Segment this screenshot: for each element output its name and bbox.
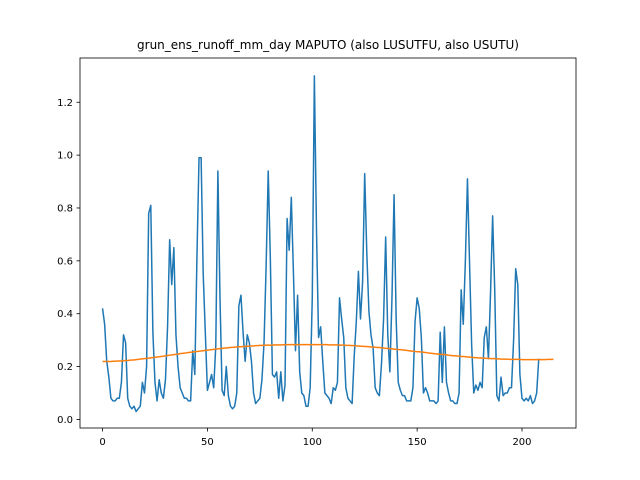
chart-title: grun_ens_runoff_mm_day MAPUTO (also LUSU…: [137, 38, 519, 52]
plot-area: [79, 57, 577, 429]
x-tick-label: 50: [201, 437, 214, 448]
y-tick-label: 0.2: [57, 362, 73, 373]
y-tick-label: 0.6: [57, 256, 73, 267]
x-tick-label: 200: [512, 437, 531, 448]
y-tick-label: 0.8: [57, 203, 73, 214]
x-tick-label: 100: [303, 437, 322, 448]
series-layer: [101, 75, 554, 413]
y-tick-label: 1.0: [57, 151, 73, 162]
y-axis: 0.0 0.2 0.4 0.6 0.8 1.0 1.2: [57, 98, 80, 426]
y-tick-label: 0.0: [57, 415, 73, 426]
y-tick-label: 1.2: [57, 98, 73, 109]
x-axis: 0 50 100 150 200: [99, 428, 532, 448]
axes-frame: [79, 57, 577, 429]
series-line-1: [101, 75, 540, 413]
series-line-2: [102, 343, 554, 363]
y-tick-label: 0.4: [57, 309, 73, 320]
x-tick-label: 150: [408, 437, 427, 448]
x-tick-label: 0: [99, 437, 105, 448]
